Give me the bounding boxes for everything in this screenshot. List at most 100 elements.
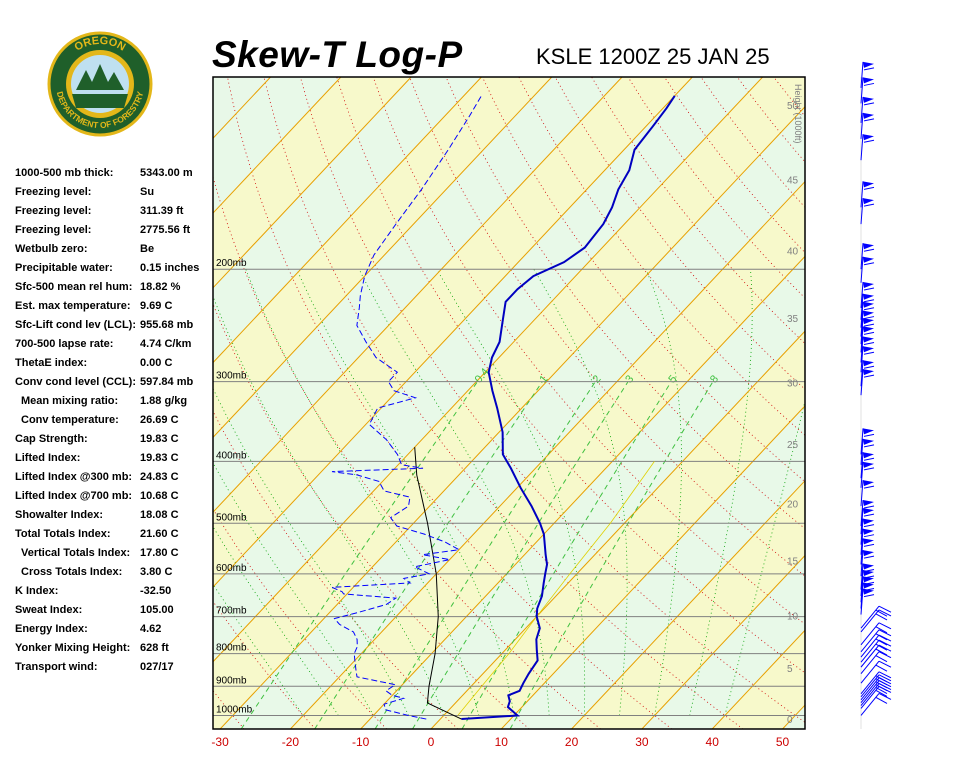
barb-shaft [860, 96, 864, 123]
barb-feather [863, 374, 875, 378]
barb-pennant [863, 428, 874, 435]
height-tick-label: 5 [787, 664, 793, 675]
barb-feather [878, 609, 892, 617]
index-value: 105.00 [140, 604, 174, 616]
wind-barb [860, 198, 875, 225]
index-value: 9.69 C [140, 300, 173, 312]
barb-feather [875, 638, 888, 646]
x-tick-label: 20 [565, 735, 579, 749]
index-value: 17.80 C [140, 547, 179, 559]
barb-feather [863, 331, 875, 335]
isotherm [213, 77, 693, 588]
wind-barb [860, 438, 875, 465]
temperature-line [461, 95, 676, 721]
index-value: 5343.00 m [140, 167, 193, 179]
barb-feather [875, 655, 888, 663]
barb-pennant [863, 281, 874, 288]
barb-feather [863, 505, 875, 509]
wind-barb [860, 550, 875, 577]
index-label: Vertical Totals Index: [21, 547, 131, 559]
barb-feather [878, 693, 892, 700]
barb-pennant [863, 480, 874, 487]
wind-barb [860, 629, 892, 653]
barb-shaft [860, 293, 864, 320]
wind-barb [860, 528, 875, 555]
barb-pennant [863, 518, 874, 525]
isobar-label: 200mb [216, 258, 247, 269]
wind-barb [860, 336, 875, 363]
barb-shaft [860, 461, 864, 488]
wind-barb [860, 360, 875, 387]
barb-pennant [863, 528, 874, 535]
barb-pennant [863, 198, 874, 205]
index-label: 1000-500 mb thick: [15, 167, 114, 179]
svg-text:OREGON: OREGON [73, 35, 128, 54]
barb-feather [863, 248, 875, 252]
index-value: Su [140, 186, 155, 198]
isotherm [500, 405, 805, 729]
barb-shaft [860, 452, 864, 479]
index-value: 19.83 C [140, 433, 179, 445]
barb-feather [863, 316, 875, 320]
barb-shaft [860, 508, 864, 535]
barb-feather [875, 648, 888, 656]
barb-feather [878, 644, 892, 652]
barb-feather [878, 671, 892, 679]
height-tick-label: 40 [787, 246, 799, 257]
barb-shaft [860, 686, 880, 709]
index-row: Conv cond level (CCL): 597.84 mb [15, 376, 220, 395]
index-label: Conv temperature: [21, 414, 119, 426]
wind-barb [860, 77, 875, 104]
barb-pennant [863, 256, 874, 263]
wind-barb [860, 310, 875, 337]
barb-shaft [860, 480, 864, 507]
index-label: Lifted Index @700 mb: [15, 490, 133, 502]
barb-shaft [860, 538, 864, 565]
isotherm [213, 77, 412, 289]
barb-feather [863, 118, 875, 122]
barb-pennant [863, 181, 874, 188]
index-label: ThetaE index: [15, 357, 88, 369]
isobar-label: 700mb [216, 606, 247, 617]
barb-pennant [863, 336, 874, 343]
isotherm [853, 77, 960, 729]
dry-adiabat [213, 690, 245, 729]
barb-pennant [863, 112, 874, 119]
index-label: Mean mixing ratio: [21, 395, 119, 407]
wind-barbs [860, 61, 892, 729]
barb-feather [875, 626, 888, 634]
barb-feather [875, 697, 888, 704]
barb-shaft [860, 644, 880, 668]
index-row: Sfc-500 mean rel hum: 18.82 % [15, 281, 220, 300]
index-value: 19.83 C [140, 452, 179, 464]
x-tick-label: -20 [282, 735, 300, 749]
height-tick-label: 10 [787, 611, 799, 622]
height-axis: Height (1000ft) 0 5 10 15 20 25 30 35 40 45 50 [787, 84, 803, 726]
isotherm [290, 180, 805, 729]
barb-shaft [860, 77, 864, 104]
height-tick-label: 15 [787, 556, 799, 567]
index-label: Total Totals Index: [15, 528, 111, 540]
barb-feather [875, 684, 888, 692]
index-value: 21.60 C [140, 528, 179, 540]
barb-shaft [860, 318, 864, 345]
index-row: Energy Index: 4.62 [15, 623, 220, 642]
barb-feather [863, 444, 875, 448]
barb-shaft [860, 671, 880, 695]
barb-feather [863, 67, 875, 71]
index-row: 1000-500 mb thick: 5343.00 m [15, 167, 220, 186]
moist-adiabat [645, 269, 682, 716]
wind-barb [860, 518, 875, 545]
stability-indices-panel: 1000-500 mb thick: 5343.00 m Freezing leve… [15, 167, 220, 680]
barb-shaft [860, 112, 864, 139]
height-tick-label: 50 [787, 101, 799, 112]
barb-pennant [863, 369, 874, 376]
barb-feather [863, 342, 875, 345]
dry-adiabat [554, 77, 805, 390]
wind-barb [860, 563, 875, 590]
barb-feather [878, 622, 892, 630]
barb-feather [878, 674, 892, 682]
station-label: KSLE 1200Z 25 JAN 25 [536, 44, 770, 69]
barb-pennant [863, 452, 874, 459]
